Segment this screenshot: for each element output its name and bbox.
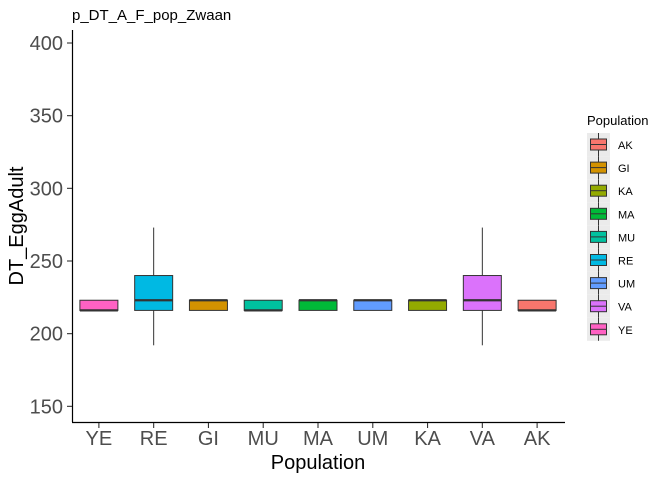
plot-area <box>79 227 557 346</box>
box-ka <box>408 299 448 311</box>
box-body <box>462 275 502 311</box>
box-body <box>408 299 448 311</box>
box-body <box>353 299 393 311</box>
x-axis-title: Population <box>271 452 366 474</box>
y-tick-label: 350 <box>30 106 63 128</box>
box-um <box>353 299 393 311</box>
x-tick-label: UM <box>357 428 388 450</box>
legend-label: UM <box>618 279 635 291</box>
y-tick-label: 250 <box>30 251 63 273</box>
legend-label: MA <box>618 209 635 221</box>
legend-item-mu: MU <box>587 225 635 249</box>
x-tick-label: GI <box>198 428 219 450</box>
x-tick-label: VA <box>470 428 496 450</box>
legend-label: KA <box>618 186 633 198</box>
legend-label: MU <box>618 232 635 244</box>
legend-item-ak: AK <box>587 133 633 156</box>
x-tick-label: YE <box>86 428 113 450</box>
legend-item-re: RE <box>587 248 633 272</box>
box-mu <box>243 299 283 312</box>
box-ma <box>298 299 338 311</box>
x-axis-ticks: YE RE GI MU MA UM KA VA AK <box>86 423 551 450</box>
legend-label: YE <box>618 325 633 337</box>
x-tick-label: MA <box>303 428 334 450</box>
y-axis-title: DT_EggAdult <box>6 166 28 285</box>
legend-label: AK <box>618 140 633 152</box>
legend-label: RE <box>618 256 633 268</box>
box-body <box>188 299 228 311</box>
box-ye <box>79 299 119 312</box>
box-body <box>243 299 283 311</box>
box-body <box>134 275 174 311</box>
box-va <box>462 227 502 346</box>
legend-label: VA <box>618 302 633 314</box>
box-gi <box>188 299 228 311</box>
y-tick-label: 200 <box>30 324 63 346</box>
y-tick-label: 400 <box>30 33 63 55</box>
legend: Population AK GI KA MA MU RE UM VA YE <box>587 113 648 341</box>
legend-label: GI <box>618 163 630 175</box>
legend-item-gi: GI <box>587 156 630 180</box>
box-body <box>79 299 119 311</box>
legend-item-um: UM <box>587 271 635 295</box>
x-tick-label: AK <box>524 428 551 450</box>
box-body <box>298 299 338 311</box>
legend-item-ye: YE <box>587 317 633 341</box>
x-tick-label: MU <box>248 428 279 450</box>
chart-title: p_DT_A_F_pop_Zwaan <box>72 7 231 24</box>
legend-item-ma: MA <box>587 202 635 226</box>
legend-item-ka: KA <box>587 179 633 203</box>
box-body <box>517 299 557 311</box>
y-axis-ticks: 150 200 250 300 350 400 <box>30 33 72 418</box>
box-re <box>134 227 174 346</box>
legend-title: Population <box>587 113 648 128</box>
x-tick-label: KA <box>414 428 441 450</box>
box-ak <box>517 299 557 312</box>
legend-item-va: VA <box>587 294 633 318</box>
y-tick-label: 300 <box>30 178 63 200</box>
x-tick-label: RE <box>140 428 168 450</box>
y-tick-label: 150 <box>30 396 63 418</box>
